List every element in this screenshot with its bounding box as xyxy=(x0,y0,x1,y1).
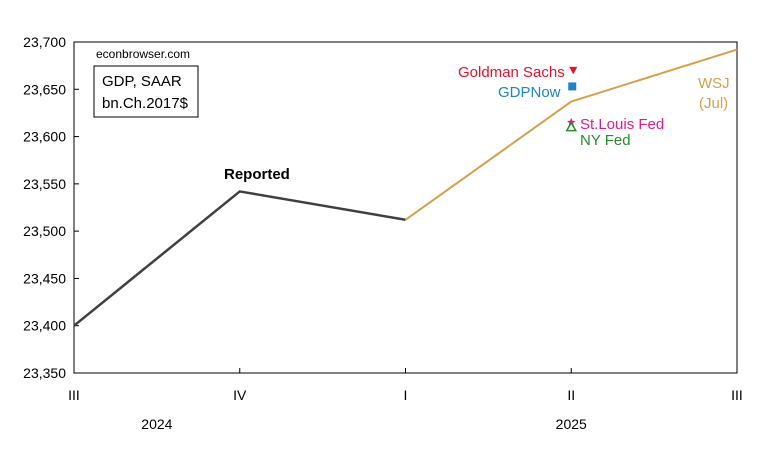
y-tick-label: 23,550 xyxy=(23,176,66,192)
x-tick-label: III xyxy=(68,387,80,403)
y-tick-label: 23,700 xyxy=(23,34,66,50)
x-tick-label: IV xyxy=(233,387,247,403)
y-tick-label: 23,500 xyxy=(23,223,66,239)
forecast-marker-ny-fed xyxy=(565,121,578,132)
forecast-marker-gdpnow xyxy=(568,82,577,91)
forecast-label-goldman-sachs: Goldman Sachs xyxy=(458,64,565,81)
wsj-forecast-line xyxy=(404,48,738,221)
x-tick-label: II xyxy=(567,387,575,403)
legend-line-2: bn.Ch.2017$ xyxy=(102,95,189,112)
forecast-label-ny-fed: NY Fed xyxy=(580,132,631,149)
x-year-label: 2024 xyxy=(141,416,172,432)
legend-line-1: GDP, SAAR xyxy=(102,73,182,90)
y-tick-label: 23,600 xyxy=(23,129,66,145)
legend-box xyxy=(93,65,199,118)
y-tick-label: 23,350 xyxy=(23,365,66,381)
source-note: econbrowser.com xyxy=(96,47,190,61)
forecast-label-st-louis-fed: St.Louis Fed xyxy=(580,116,664,133)
y-tick-label: 23,450 xyxy=(23,270,66,286)
x-tick-label: III xyxy=(731,387,743,403)
reported-label: Reported xyxy=(224,166,290,183)
wsj-label-line-2: (Jul) xyxy=(699,95,728,112)
wsj-label-line-1: WSJ xyxy=(698,75,730,92)
y-tick-label: 23,400 xyxy=(23,318,66,334)
x-year-label: 2025 xyxy=(556,416,587,432)
series-layer xyxy=(73,48,738,327)
x-tick-label: I xyxy=(404,387,408,403)
y-axis: 23,700 23,650 23,600 23,550 23,500 23,450 23,4… xyxy=(23,34,79,381)
y-tick-label: 23,650 xyxy=(23,81,66,97)
forecast-label-gdpnow: GDPNow xyxy=(498,84,561,101)
forecast-marker-goldman-sachs xyxy=(569,66,578,75)
forecast-markers xyxy=(565,66,578,132)
reported-line xyxy=(73,190,406,327)
